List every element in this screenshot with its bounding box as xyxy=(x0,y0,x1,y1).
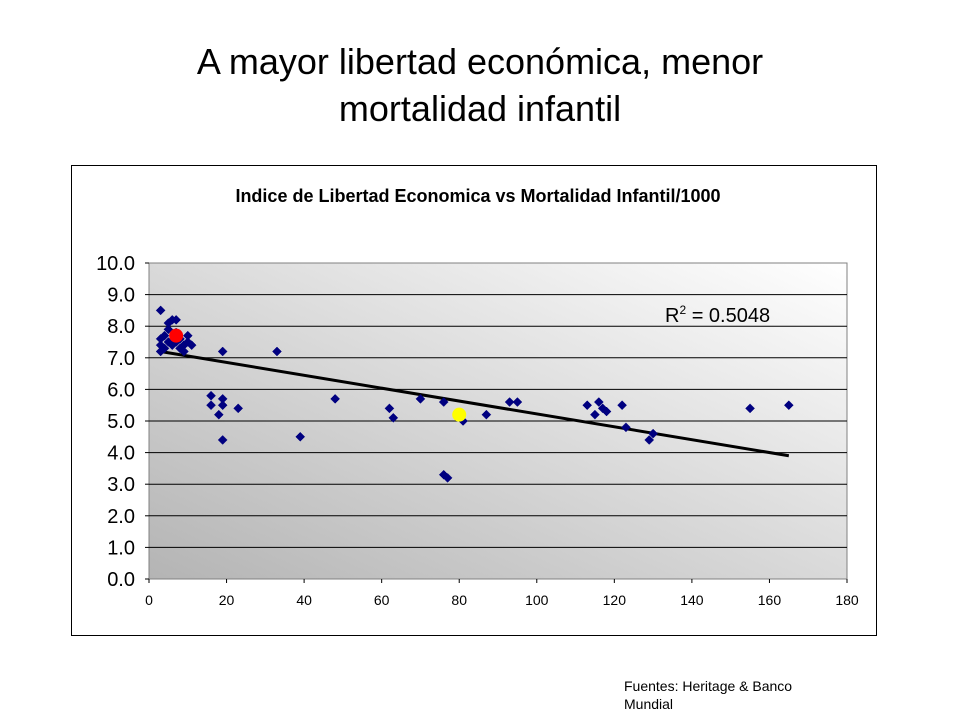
highlight-point xyxy=(169,328,184,343)
data-point xyxy=(182,330,193,341)
data-point xyxy=(415,394,426,404)
data-point xyxy=(481,409,492,420)
x-tick-label: 160 xyxy=(758,592,782,608)
data-point xyxy=(206,400,216,411)
data-points xyxy=(155,305,794,483)
y-tick-label: 1.0 xyxy=(107,537,135,559)
data-point xyxy=(582,400,593,411)
data-point xyxy=(388,412,399,423)
data-point xyxy=(159,330,170,341)
y-tick-label: 0.0 xyxy=(107,569,135,591)
x-tick-label: 40 xyxy=(296,592,312,608)
data-point xyxy=(593,397,604,407)
x-tick-label: 100 xyxy=(525,592,549,608)
y-tick-label: 10.0 xyxy=(96,253,135,275)
data-point xyxy=(512,397,523,407)
scatter-chart: Indice de Libertad Economica vs Mortalid… xyxy=(96,186,859,608)
data-point xyxy=(648,428,658,439)
y-tick-label: 4.0 xyxy=(107,443,135,465)
data-point xyxy=(272,346,282,357)
data-point xyxy=(206,390,216,401)
data-point xyxy=(217,346,228,357)
y-tick-label: 9.0 xyxy=(107,285,135,307)
data-point xyxy=(621,422,631,433)
y-tick-label: 7.0 xyxy=(107,348,135,370)
y-tick-label: 5.0 xyxy=(107,411,135,433)
chart-title: Indice de Libertad Economica vs Mortalid… xyxy=(235,186,720,206)
x-tick-label: 0 xyxy=(145,592,153,608)
source-line1: Fuentes: Heritage & Banco xyxy=(624,678,793,694)
slide-title: A mayor libertad económica, menor mortal… xyxy=(0,38,960,132)
x-tick-label: 180 xyxy=(835,592,859,608)
data-point xyxy=(233,403,244,414)
x-tick-label: 80 xyxy=(451,592,467,608)
data-point xyxy=(745,403,755,414)
data-point xyxy=(617,400,627,411)
data-point xyxy=(783,400,794,411)
data-point xyxy=(213,409,224,420)
data-point xyxy=(438,397,449,407)
data-point xyxy=(384,403,395,414)
source-note: Fuentes: Heritage & Banco Mundial xyxy=(624,677,844,713)
data-point xyxy=(644,435,655,445)
data-point xyxy=(217,435,228,445)
data-point xyxy=(171,315,181,325)
slide-title-line1: A mayor libertad económica, menor xyxy=(196,41,764,82)
data-point xyxy=(217,400,228,411)
data-point xyxy=(442,473,453,483)
x-tick-label: 120 xyxy=(603,592,627,608)
y-tick-label: 2.0 xyxy=(107,506,135,528)
slide-title-line2: mortalidad infantil xyxy=(338,88,622,129)
axis-ticks: 0.0 1.0 2.0 3.0 4.0 5.0 6.0 7.0 8.0 9.0 10.0 0 20 40 6… xyxy=(96,253,859,608)
data-point xyxy=(217,394,228,404)
data-point xyxy=(155,305,166,316)
data-point xyxy=(186,340,197,351)
data-point xyxy=(504,397,515,407)
highlight-point xyxy=(452,407,467,422)
data-point xyxy=(590,409,600,420)
y-tick-label: 6.0 xyxy=(107,379,135,401)
gridlines xyxy=(149,294,847,548)
trendline-group xyxy=(160,350,790,458)
source-line2: Mundial xyxy=(624,696,674,712)
data-point xyxy=(159,343,170,354)
x-tick-label: 60 xyxy=(374,592,390,608)
data-point xyxy=(295,431,306,442)
y-tick-label: 8.0 xyxy=(107,316,135,338)
x-tick-label: 20 xyxy=(219,592,235,608)
chart-area: Indice de Libertad Economica vs Mortalid… xyxy=(71,165,877,636)
r-squared-annotation: R2 = 0.5048 xyxy=(665,303,770,327)
y-tick-label: 3.0 xyxy=(107,474,135,496)
trendline xyxy=(160,350,790,458)
x-tick-label: 140 xyxy=(680,592,704,608)
data-point xyxy=(330,394,340,404)
data-point xyxy=(601,406,612,417)
data-point xyxy=(179,346,189,357)
